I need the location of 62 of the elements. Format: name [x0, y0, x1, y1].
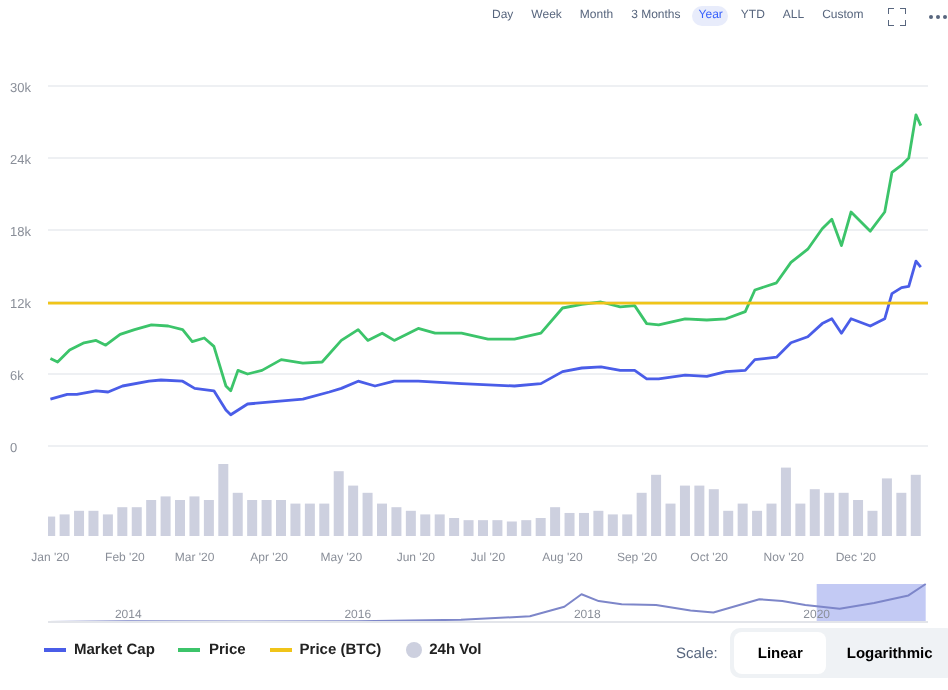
bar — [319, 503, 330, 536]
bar — [766, 503, 777, 536]
bar — [506, 521, 517, 536]
bar — [59, 514, 70, 536]
bar — [420, 514, 431, 536]
bar — [780, 467, 791, 536]
bar — [636, 492, 647, 536]
bar — [881, 478, 892, 536]
bar — [362, 492, 373, 536]
bar — [376, 503, 387, 536]
bar — [160, 496, 171, 536]
bar — [117, 507, 128, 536]
bar — [247, 500, 258, 536]
bar — [679, 485, 690, 536]
bar — [218, 464, 229, 536]
line-series — [49, 113, 923, 393]
bar — [175, 500, 186, 536]
bar — [665, 503, 676, 536]
bar — [290, 503, 301, 536]
bar — [593, 510, 604, 536]
bar — [694, 485, 705, 536]
bar — [578, 512, 589, 536]
bar — [867, 510, 878, 536]
bar — [910, 474, 921, 536]
bar — [651, 474, 662, 536]
bar — [449, 518, 460, 536]
bar — [463, 520, 474, 536]
bar — [304, 503, 315, 536]
bar — [74, 510, 85, 536]
bar — [189, 496, 200, 536]
bar — [88, 510, 99, 536]
bar — [348, 485, 359, 536]
bar — [809, 489, 820, 536]
bar — [434, 514, 445, 536]
bar — [276, 500, 287, 536]
bar — [131, 507, 142, 536]
bar — [752, 510, 763, 536]
bar — [203, 500, 214, 536]
bar — [550, 507, 561, 536]
bar — [102, 514, 113, 536]
bar — [146, 500, 157, 536]
bar — [853, 500, 864, 536]
bar — [708, 489, 719, 536]
bar — [564, 512, 575, 536]
bar — [723, 510, 734, 536]
bar — [477, 520, 488, 536]
bar — [622, 514, 633, 536]
bar — [492, 520, 503, 536]
bar — [838, 492, 849, 536]
bar — [391, 507, 402, 536]
bar — [405, 510, 416, 536]
bar — [521, 520, 532, 536]
bar — [795, 503, 806, 536]
bar — [607, 514, 618, 536]
bar — [333, 471, 344, 536]
bar — [261, 500, 272, 536]
line-series — [49, 259, 923, 417]
bar — [232, 492, 243, 536]
bar — [896, 492, 907, 536]
bar — [737, 503, 748, 536]
bar — [535, 518, 546, 536]
bar — [824, 492, 835, 536]
